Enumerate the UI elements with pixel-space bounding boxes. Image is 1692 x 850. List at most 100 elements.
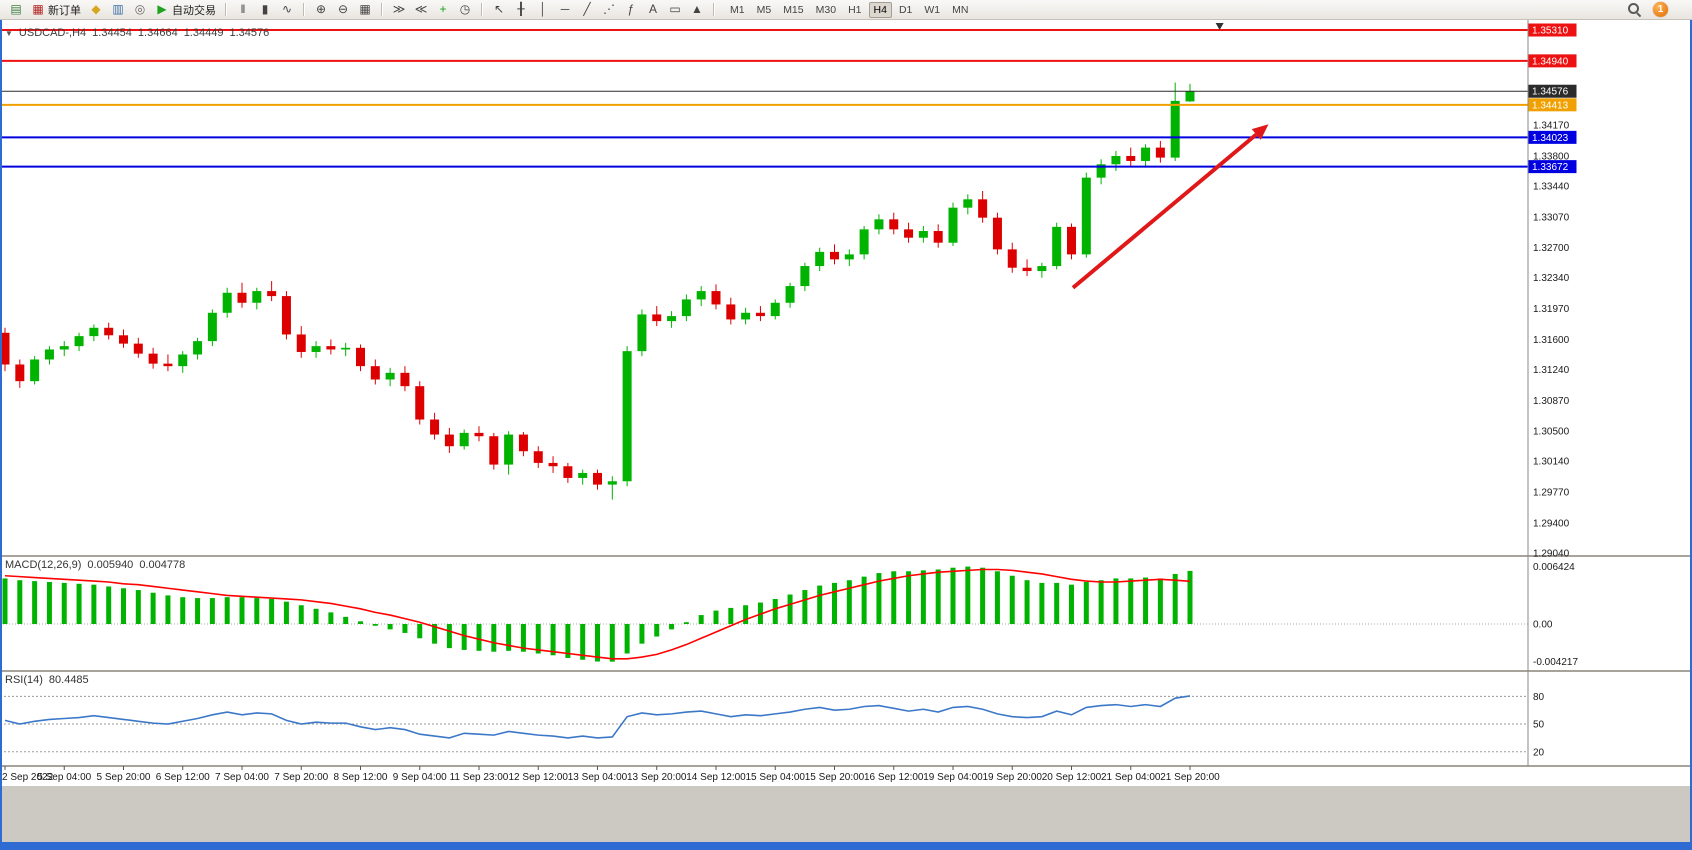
macd-bar	[1113, 578, 1119, 624]
fibonacci-tool-icon: ƒ	[627, 2, 635, 16]
candle	[963, 199, 973, 208]
cursor-button[interactable]: ↖	[489, 1, 509, 18]
macd-value-signal: 0.004778	[139, 559, 186, 571]
candle	[1155, 147, 1165, 158]
timeframe-m5[interactable]: M5	[756, 3, 772, 16]
macd-bar	[994, 571, 1000, 624]
horizontal-line-tool-button[interactable]: ─	[555, 1, 575, 18]
svg-text:1.35310: 1.35310	[1532, 26, 1569, 37]
timeframe-m30[interactable]: M30	[815, 3, 837, 16]
zoom-out-button[interactable]: ⊖	[333, 1, 353, 18]
svg-text:1.29040: 1.29040	[1533, 549, 1570, 560]
candle	[992, 217, 1002, 250]
svg-text:6 Sep 12:00: 6 Sep 12:00	[156, 772, 210, 783]
candle	[1081, 177, 1091, 255]
timeframe-d1[interactable]: D1	[898, 3, 913, 16]
timeframe-w1[interactable]: W1	[924, 3, 941, 16]
macd-bar	[224, 597, 230, 624]
macd-bar	[728, 607, 734, 624]
chart-canvas[interactable]: 1.34170 1.33800 1.33440 1.33070 1.32700 1.323…	[0, 20, 1692, 786]
text-tool-button[interactable]: A	[643, 1, 663, 18]
horizontal-line-tool-icon: ─	[560, 2, 570, 16]
tile-windows-button[interactable]: ▦	[355, 1, 375, 18]
macd-panel[interactable]	[0, 556, 1692, 671]
candle	[889, 219, 899, 230]
shapes-tool-button[interactable]: ▲	[687, 1, 707, 18]
timeframe-m1[interactable]: M1	[730, 3, 745, 16]
candle	[504, 434, 514, 465]
price-line-tag: 1.35310	[1528, 23, 1577, 37]
data-window-icon: ▥	[112, 2, 124, 16]
macd-bar	[461, 624, 467, 650]
vertical-line-tool-button[interactable]: │	[533, 1, 553, 18]
notifications-button[interactable]: 1	[1653, 2, 1668, 17]
macd-bar	[743, 605, 749, 624]
macd-bar	[432, 624, 438, 644]
macd-bar	[313, 608, 319, 624]
search-icon[interactable]	[1628, 3, 1641, 16]
macd-bar	[2, 578, 8, 624]
macd-bar	[876, 573, 882, 624]
main-chart-panel[interactable]	[0, 20, 1692, 556]
macd-bar	[328, 612, 334, 624]
toolbar-separator	[713, 3, 715, 16]
toolbar-separator	[303, 3, 305, 16]
macd-bar	[683, 622, 689, 624]
navigator-button[interactable]: ◎	[130, 1, 150, 18]
rsi-label: RSI(14) 80.4485	[5, 674, 89, 686]
auto-trading-button[interactable]: ▶ 自动交易	[152, 1, 219, 18]
candle	[474, 432, 484, 437]
time-axis[interactable]	[0, 766, 1692, 786]
crosshair-button[interactable]: ╂	[511, 1, 531, 18]
svg-text:8 Sep 12:00: 8 Sep 12:00	[334, 772, 388, 783]
timeframe-h4[interactable]: H4	[868, 1, 892, 18]
new-order-button[interactable]: ▦ 新订单	[28, 1, 84, 18]
periods-clock-button[interactable]: ◷	[455, 1, 475, 18]
candle	[1185, 91, 1195, 102]
indicators-add-button[interactable]: +	[433, 1, 453, 18]
new-chart-button[interactable]: ▤	[6, 1, 26, 18]
macd-bar	[713, 610, 719, 624]
candlestick-mode-icon: ▮	[261, 2, 269, 16]
macd-bar	[358, 621, 363, 624]
timeframe-mn[interactable]: MN	[952, 3, 969, 16]
market-watch-button[interactable]: ◆	[86, 1, 106, 18]
candlestick-series	[0, 82, 1195, 500]
ohlc-open: 1.34454	[92, 27, 132, 39]
timeframe-h1[interactable]: H1	[848, 3, 862, 16]
candle	[178, 354, 188, 367]
new-order-icon: ▦	[32, 2, 44, 16]
macd-bar	[580, 624, 586, 660]
channel-tool-icon: ⋰	[603, 2, 615, 16]
trendline-tool-button[interactable]: ╱	[577, 1, 597, 18]
price-line-tag: 1.34940	[1528, 54, 1577, 68]
candle	[326, 346, 336, 350]
auto-scroll-button[interactable]: ≫	[389, 1, 409, 18]
chart-shift-button[interactable]: ≪	[411, 1, 431, 18]
candlestick-mode-button[interactable]: ▮	[255, 1, 275, 18]
bar-chart-mode-button[interactable]: ‖	[233, 1, 253, 18]
candle	[207, 312, 217, 342]
fibonacci-tool-button[interactable]: ƒ	[621, 1, 641, 18]
macd-bar	[639, 624, 645, 644]
svg-text:1.34940: 1.34940	[1532, 56, 1569, 67]
timeframe-m15[interactable]: M15	[783, 3, 804, 16]
candle	[133, 343, 143, 354]
rsi-level-lines	[0, 695, 1528, 753]
data-window-button[interactable]: ▥	[108, 1, 128, 18]
candle	[311, 346, 321, 352]
chevron-down-icon[interactable]: ▼	[5, 28, 13, 38]
line-chart-mode-icon: ∿	[281, 2, 293, 16]
macd-bar	[165, 595, 171, 624]
candle	[741, 312, 751, 320]
trend-arrow-object[interactable]	[1071, 124, 1269, 290]
candle	[104, 327, 114, 336]
window-background	[0, 786, 1692, 842]
channel-tool-button[interactable]: ⋰	[599, 1, 619, 18]
label-tool-button[interactable]: ▭	[665, 1, 685, 18]
svg-text:15 Sep 20:00: 15 Sep 20:00	[805, 772, 865, 783]
line-chart-mode-button[interactable]: ∿	[277, 1, 297, 18]
candle	[296, 334, 306, 352]
zoom-in-button[interactable]: ⊕	[311, 1, 331, 18]
price-axis-ticks[interactable]: 1.34170 1.33800 1.33440 1.33070 1.32700 1.323…	[1533, 121, 1570, 560]
